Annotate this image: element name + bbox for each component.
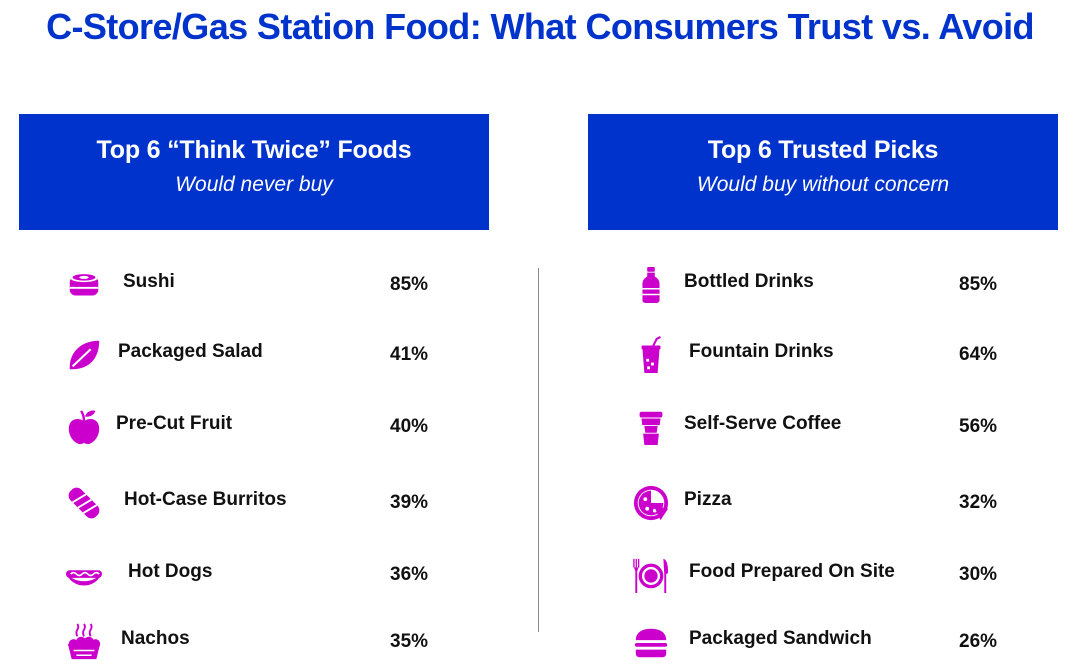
think-twice-item-value: 36%: [390, 564, 429, 585]
trusted-pick-item-label: Packaged Sandwich: [689, 628, 872, 649]
think-twice-item-value: 35%: [390, 631, 429, 652]
think-twice-item-label: Hot-Case Burritos: [124, 489, 287, 510]
nachos-icon: [65, 623, 103, 661]
think-twice-header: Top 6 “Think Twice” Foods Would never bu…: [19, 114, 489, 230]
sandwich-icon: [632, 623, 670, 661]
plate-cutlery-icon: [632, 556, 670, 594]
think-twice-item-value: 85%: [390, 274, 429, 295]
trusted-pick-item-value: 56%: [959, 416, 998, 437]
think-twice-item-label: Packaged Salad: [118, 341, 263, 362]
fountain-drink-icon: [632, 336, 670, 374]
trusted-pick-item-value: 64%: [959, 344, 998, 365]
think-twice-item-value: 40%: [390, 416, 429, 437]
trusted-pick-item-label: Food Prepared On Site: [689, 561, 895, 582]
trusted-picks-subtitle: Would buy without concern: [696, 173, 950, 196]
think-twice-item-value: 41%: [390, 344, 429, 365]
bottle-icon: [632, 266, 670, 304]
apple-icon: [65, 408, 103, 446]
trusted-pick-item-value: 30%: [959, 564, 998, 585]
think-twice-item-label: Pre-Cut Fruit: [116, 413, 233, 434]
think-twice-item-value: 39%: [390, 492, 429, 513]
think-twice-item-label: Nachos: [121, 628, 190, 649]
hot-dog-icon: [65, 556, 103, 594]
trusted-pick-item-value: 32%: [959, 492, 998, 513]
think-twice-title: Top 6 “Think Twice” Foods: [96, 136, 412, 164]
trusted-picks-header: Top 6 Trusted Picks Would buy without co…: [588, 114, 1058, 230]
trusted-pick-item-label: Pizza: [684, 489, 732, 510]
trusted-pick-item-label: Fountain Drinks: [689, 341, 834, 362]
think-twice-item-label: Sushi: [123, 271, 175, 292]
trusted-pick-item-value: 85%: [959, 274, 998, 295]
think-twice-item-label: Hot Dogs: [128, 561, 213, 582]
trusted-pick-item-label: Bottled Drinks: [684, 271, 814, 292]
trusted-pick-item-value: 26%: [959, 631, 998, 652]
coffee-cup-icon: [632, 408, 670, 446]
think-twice-subtitle: Would never buy: [175, 173, 333, 196]
chart-title: C-Store/Gas Station Food: What Consumers…: [46, 6, 1034, 47]
column-divider: [538, 268, 539, 632]
burrito-icon: [65, 484, 103, 522]
trusted-pick-item-label: Self-Serve Coffee: [684, 413, 842, 434]
pizza-icon: [632, 484, 670, 522]
trusted-picks-title: Top 6 Trusted Picks: [707, 136, 939, 164]
leaf-icon: [65, 336, 103, 374]
sushi-icon: [65, 266, 103, 304]
